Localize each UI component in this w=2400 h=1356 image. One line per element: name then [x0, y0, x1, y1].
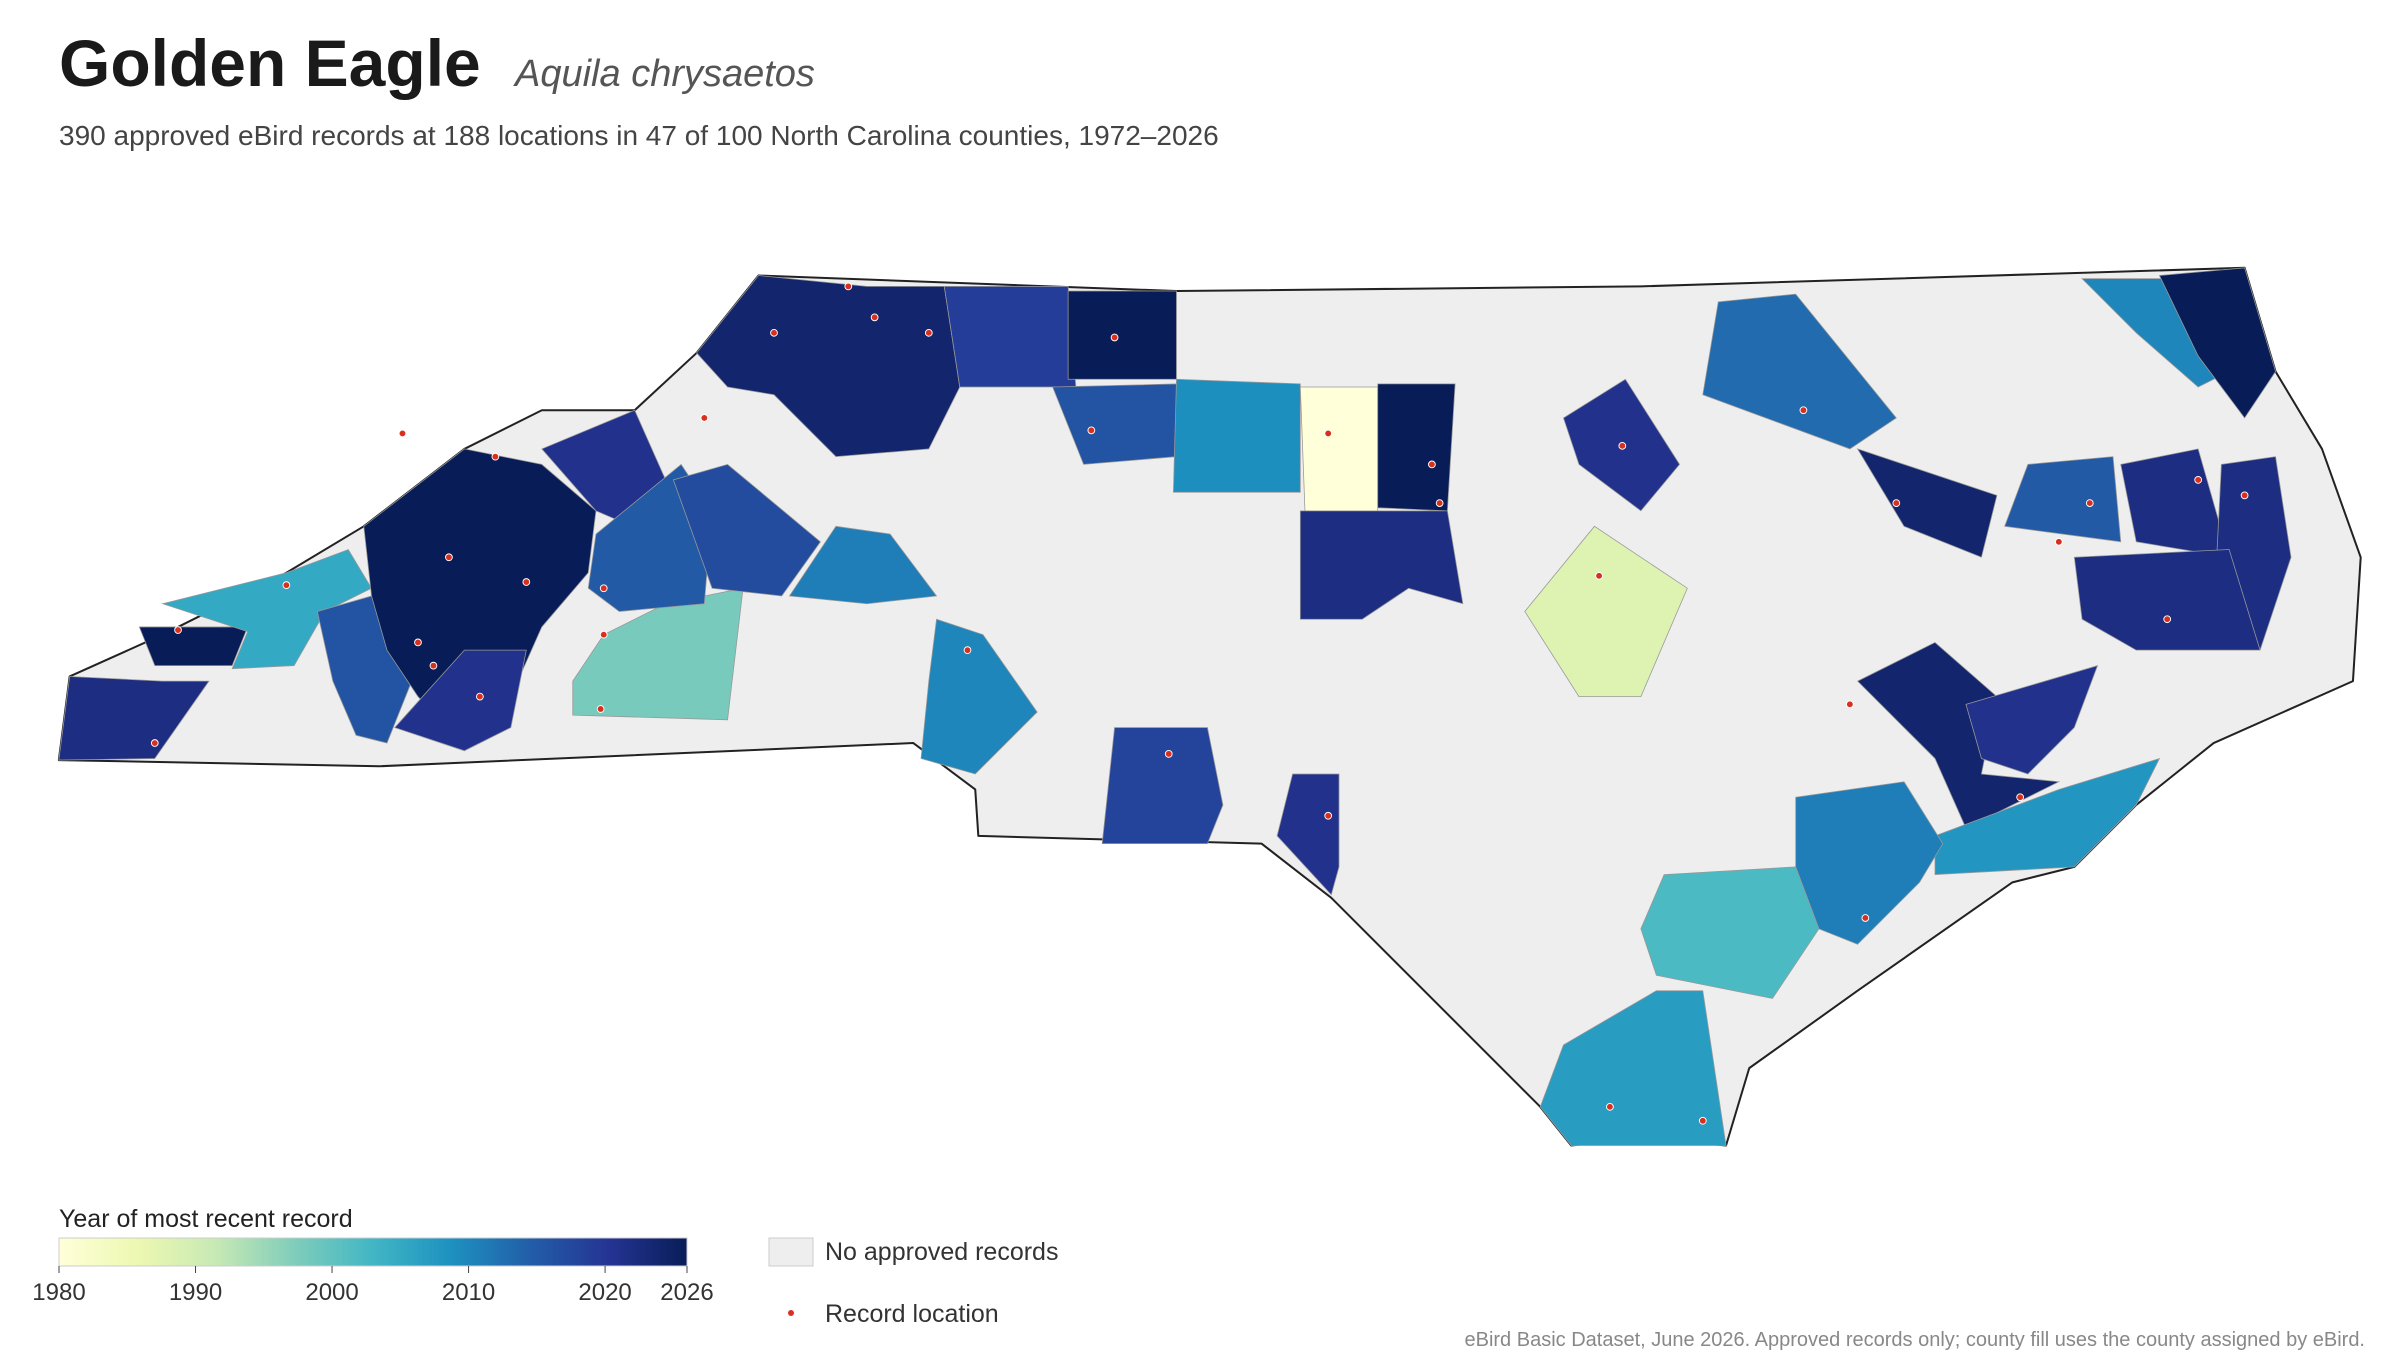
county — [394, 649, 527, 752]
county — [1524, 525, 1688, 697]
county — [1377, 383, 1456, 512]
record-dot — [398, 429, 407, 438]
record-dot — [700, 414, 709, 422]
footnote: eBird Basic Dataset, June 2026. Approved… — [1464, 1329, 2365, 1351]
county — [1299, 386, 1379, 512]
county — [1640, 866, 1820, 999]
subtitle: 390 approved eBird records at 188 locati… — [59, 120, 1219, 151]
county — [1965, 665, 2099, 775]
record-dot — [2163, 615, 2172, 624]
record-dot — [1164, 750, 1173, 758]
county — [1101, 727, 1224, 845]
map — [57, 266, 2362, 1147]
record-dot — [1324, 811, 1333, 820]
record-dot — [1606, 1102, 1614, 1111]
counties — [58, 267, 2292, 1146]
record-dot — [150, 739, 159, 747]
no-data-swatch — [768, 1237, 814, 1267]
record-dot — [963, 646, 972, 655]
record-dot — [1698, 1116, 1707, 1125]
colorbar-tick-label: 2010 — [442, 1279, 495, 1306]
record-dot — [596, 705, 605, 713]
county — [943, 285, 1077, 388]
county — [2081, 278, 2230, 388]
county — [1172, 378, 1301, 493]
record-dot — [1861, 914, 1870, 922]
colorbar-tick-label: 2020 — [578, 1279, 631, 1306]
county — [920, 618, 1038, 775]
colorbar-tick-label: 1980 — [32, 1279, 85, 1306]
record-dot — [2240, 491, 2249, 500]
county — [1539, 990, 1727, 1146]
record-dot — [599, 584, 608, 593]
record-dot — [522, 578, 531, 586]
record-dot — [1435, 499, 1444, 507]
colorbar-tick-label: 2026 — [660, 1279, 713, 1306]
county — [1299, 510, 1464, 620]
record-dot — [844, 282, 853, 291]
county — [1856, 448, 1998, 558]
county — [1856, 641, 2061, 829]
county — [58, 676, 210, 761]
county — [1276, 773, 1340, 896]
no-data-label: No approved records — [825, 1238, 1058, 1266]
legend: Year of most recent record No approved r… — [32, 1205, 1058, 1328]
county — [672, 463, 821, 597]
county — [788, 525, 938, 605]
record-dot — [1845, 700, 1854, 709]
record-dot — [1428, 460, 1436, 469]
record-dot — [870, 313, 879, 322]
record-dot — [282, 581, 291, 590]
title: Golden Eagle — [59, 26, 481, 100]
record-dot — [1595, 571, 1603, 580]
record-dot — [2016, 793, 2025, 802]
colorbar — [58, 1237, 688, 1267]
record-location-label: Record location — [825, 1300, 999, 1328]
record-dot — [2085, 499, 2094, 507]
record-dot — [1618, 441, 1627, 450]
record-dot — [445, 553, 453, 562]
legend-title: Year of most recent record — [59, 1205, 353, 1233]
record-dot — [1110, 333, 1119, 342]
county — [1067, 290, 1177, 380]
record-dot — [491, 452, 500, 461]
record-location-swatch — [788, 1310, 794, 1316]
record-dot — [2194, 476, 2203, 484]
record-dot — [2054, 537, 2063, 546]
county — [2073, 549, 2261, 651]
record-locations — [150, 282, 2249, 1125]
county — [138, 626, 249, 667]
county — [2158, 267, 2276, 419]
record-dot — [1087, 426, 1096, 435]
record-dot — [414, 638, 422, 647]
county — [363, 448, 597, 744]
record-dot — [429, 661, 438, 670]
record-dot — [476, 692, 484, 701]
record-dot — [174, 626, 182, 634]
record-dot — [1799, 406, 1808, 415]
colorbar-tick-label: 1990 — [169, 1279, 222, 1306]
county — [1934, 757, 2161, 876]
record-dot — [1324, 429, 1333, 438]
county — [1702, 293, 1897, 450]
record-dot — [770, 328, 778, 337]
record-dot — [924, 328, 933, 337]
county — [2004, 456, 2122, 543]
colorbar-tick-label: 2000 — [305, 1279, 358, 1306]
scientific-name: Aquila chrysaetos — [513, 53, 815, 95]
county — [696, 275, 961, 458]
record-dot — [599, 630, 608, 639]
record-dot — [1892, 499, 1901, 507]
